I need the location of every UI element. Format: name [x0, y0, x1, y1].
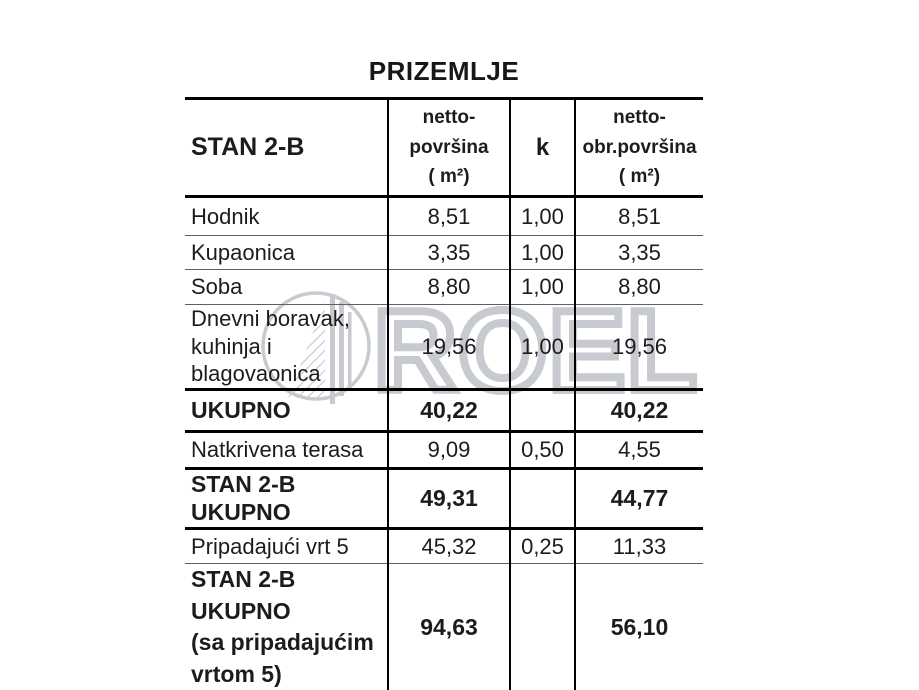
k-cell — [510, 468, 576, 530]
k-cell: 1,00 — [510, 235, 576, 270]
table-header-row: STAN 2-B netto- površina ( m²) k netto- … — [185, 97, 703, 198]
header-col-k: k — [510, 97, 576, 198]
obr-cell: 56,10 — [575, 563, 703, 690]
netto-cell: 8,51 — [388, 196, 511, 236]
header-col-obr: netto- obr.površina ( m²) — [575, 97, 703, 198]
row-label-cell: Soba — [185, 269, 389, 305]
k-cell: 0,25 — [510, 528, 576, 564]
netto-cell: 8,80 — [388, 269, 511, 305]
table-row-total: STAN 2-B UKUPNO 49,31 44,77 — [185, 468, 703, 530]
row-label-cell: Kupaonica — [185, 235, 389, 270]
k-cell — [510, 389, 576, 433]
k-cell: 1,00 — [510, 269, 576, 305]
obr-cell: 8,80 — [575, 269, 703, 305]
obr-cell: 4,55 — [575, 431, 703, 470]
netto-cell: 9,09 — [388, 431, 511, 470]
table-row: Soba 8,80 1,00 8,80 — [185, 269, 703, 305]
netto-cell: 49,31 — [388, 468, 511, 530]
obr-cell: 11,33 — [575, 528, 703, 564]
obr-cell: 40,22 — [575, 389, 703, 433]
table-row: Dnevni boravak, kuhinja i blagovaonica 1… — [185, 304, 703, 391]
header-col-netto: netto- površina ( m²) — [388, 97, 511, 198]
table-row-grand-total: STAN 2-B UKUPNO (sa pripadajućim vrtom 5… — [185, 563, 703, 690]
netto-cell: 45,32 — [388, 528, 511, 564]
page-title: PRIZEMLJE — [368, 56, 520, 86]
k-cell: 0,50 — [510, 431, 576, 470]
netto-cell: 94,63 — [388, 563, 511, 690]
row-label-cell: Hodnik — [185, 196, 389, 236]
row-label-cell: STAN 2-B UKUPNO — [185, 468, 389, 530]
netto-cell: 3,35 — [388, 235, 511, 270]
obr-cell: 44,77 — [575, 468, 703, 530]
k-cell — [510, 563, 576, 690]
k-cell: 1,00 — [510, 196, 576, 236]
header-apartment-label: STAN 2-B — [185, 97, 389, 198]
row-label-cell: STAN 2-B UKUPNO (sa pripadajućim vrtom 5… — [185, 563, 389, 690]
row-label-cell: Pripadajući vrt 5 — [185, 528, 389, 564]
table-row: Natkrivena terasa 9,09 0,50 4,55 — [185, 431, 703, 470]
obr-cell: 19,56 — [575, 304, 703, 391]
table-row-total: UKUPNO 40,22 40,22 — [185, 389, 703, 433]
table-row: Hodnik 8,51 1,00 8,51 — [185, 196, 703, 236]
row-label-cell: Dnevni boravak, kuhinja i blagovaonica — [185, 304, 389, 391]
table-row: Pripadajući vrt 5 45,32 0,25 11,33 — [185, 528, 703, 564]
netto-cell: 19,56 — [388, 304, 511, 391]
obr-cell: 3,35 — [575, 235, 703, 270]
table-row: Kupaonica 3,35 1,00 3,35 — [185, 235, 703, 270]
row-label-cell: UKUPNO — [185, 389, 389, 433]
obr-cell: 8,51 — [575, 196, 703, 236]
k-cell: 1,00 — [510, 304, 576, 391]
row-label-cell: Natkrivena terasa — [185, 431, 389, 470]
netto-cell: 40,22 — [388, 389, 511, 433]
floor-area-table: STAN 2-B netto- površina ( m²) k netto- … — [185, 97, 703, 690]
